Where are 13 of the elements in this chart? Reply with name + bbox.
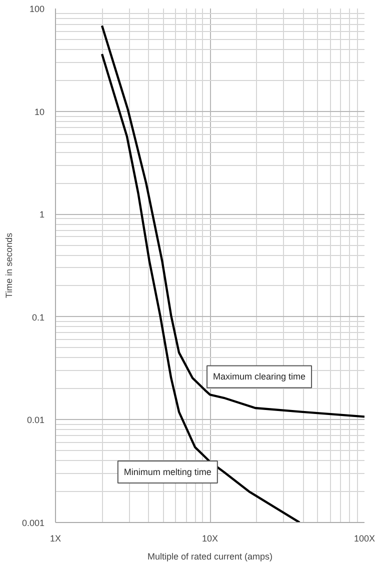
y-tick-label: 0.1: [32, 312, 45, 322]
y-tick-label: 100: [29, 4, 45, 14]
y-axis-title: Time in seconds: [4, 232, 14, 298]
y-tick-label: 1: [39, 210, 45, 220]
series-label: Minimum melting time: [124, 466, 212, 477]
y-tick-label: 10: [34, 106, 45, 117]
x-tick-label: 1X: [50, 534, 62, 544]
x-tick-label: 100X: [354, 534, 376, 544]
series-label: Maximum clearing time: [213, 372, 306, 382]
y-tick-label: 0.001: [22, 518, 45, 528]
x-axis-title: Multiple of rated current (amps): [147, 552, 273, 562]
x-tick-label: 10X: [202, 534, 218, 544]
y-tick-label: 0.01: [26, 415, 45, 426]
